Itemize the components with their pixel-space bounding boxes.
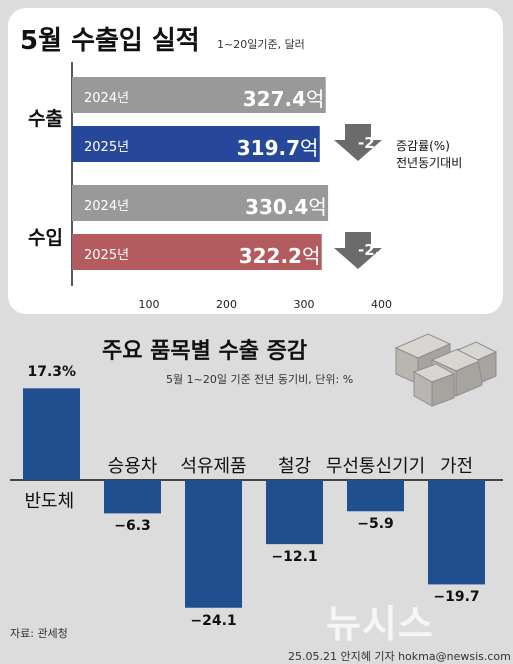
trade-bar-value-number: 330.4: [245, 195, 309, 219]
boxes-icon: [394, 333, 498, 407]
trade-bar-value-number: 319.7: [236, 136, 301, 160]
export-change-arrow: [334, 124, 382, 161]
trade-x-tick-0: 100: [138, 298, 160, 311]
credit-line: 25.05.21 안지혜 기자 hokma@newsis.com: [288, 650, 511, 663]
trade-bar-value-unit: 억: [306, 87, 325, 111]
item-category-label-0: 반도체: [24, 491, 75, 512]
trade-chart-title: 5월 수출입 실적: [20, 20, 200, 57]
item-bar-2: [185, 480, 242, 608]
trade-bar-value-number: 327.4: [242, 87, 306, 111]
category-export: 수출: [28, 108, 63, 130]
trade-bar-value-unit: 억: [300, 136, 319, 160]
item-category-label-1: 승용차: [107, 456, 158, 477]
trade-bar-value-number: 322.2: [238, 244, 302, 268]
import-change-rate: -2.5: [358, 241, 391, 259]
rate-note-1: 증감률(%): [396, 139, 450, 153]
item-category-label-3: 철강: [277, 456, 312, 477]
trade-bar-value-1-0: 330.4억: [245, 191, 327, 220]
trade-bar-1-1: [72, 234, 322, 270]
rate-note-2: 전년동기대비: [396, 156, 463, 170]
item-value-label-1: −6.3: [114, 518, 151, 535]
item-bar-4: [347, 480, 404, 512]
item-bar-0: [23, 388, 80, 480]
items-chart-subtitle: 5월 1~20일 기준 전년 동기비, 단위: %: [166, 373, 354, 386]
trade-bar-value-unit: 억: [301, 244, 321, 268]
trade-bar-value-1-1: 322.2억: [239, 240, 321, 269]
item-value-label-3: −12.1: [271, 549, 318, 566]
item-category-label-2: 석유제품: [180, 456, 247, 477]
trade-bar-year-0-1: 2025년: [84, 140, 130, 155]
trade-chart-subtitle: 1~20일기준, 달러: [217, 38, 305, 51]
trade-x-tick-1: 200: [216, 298, 237, 311]
item-bar-1: [104, 480, 161, 514]
trade-bar-0-0: [72, 77, 326, 113]
category-import: 수입: [28, 227, 63, 249]
trade-bar-value-0-1: 319.7억: [237, 132, 319, 161]
item-bar-5: [428, 480, 485, 585]
item-value-label-4: −5.9: [357, 516, 394, 533]
trade-chart-title-text: 5월 수출입 실적: [20, 26, 200, 56]
import-change-arrow: [334, 232, 382, 269]
item-category-label-4: 무선통신기기: [325, 456, 426, 477]
newsis-watermark: 뉴시스: [326, 602, 434, 646]
item-value-label-5: −19.7: [433, 589, 480, 606]
trade-x-tick-3: 400: [371, 298, 392, 311]
trade-bar-value-0-0: 327.4억: [243, 83, 325, 112]
trade-bar-0-1: [72, 126, 320, 162]
trade-bar-1-0: [72, 185, 329, 221]
item-category-label-5: 가전: [439, 456, 474, 477]
trade-bar-year-1-1: 2025년: [84, 248, 130, 263]
item-bar-3: [266, 480, 323, 545]
trade-bar-value-unit: 억: [308, 195, 327, 219]
export-change-rate: -2.4: [358, 134, 391, 152]
items-chart-title: 주요 품목별 수출 증감: [102, 339, 308, 364]
trade-bar-year-1-0: 2024년: [84, 199, 130, 214]
source-note: 자료: 관세청: [10, 627, 68, 640]
item-value-label-2: −24.1: [190, 612, 237, 629]
trade-x-tick-2: 300: [293, 298, 315, 311]
item-value-label-0: 17.3%: [27, 364, 77, 381]
trade-bar-year-0-0: 2024년: [84, 91, 130, 106]
